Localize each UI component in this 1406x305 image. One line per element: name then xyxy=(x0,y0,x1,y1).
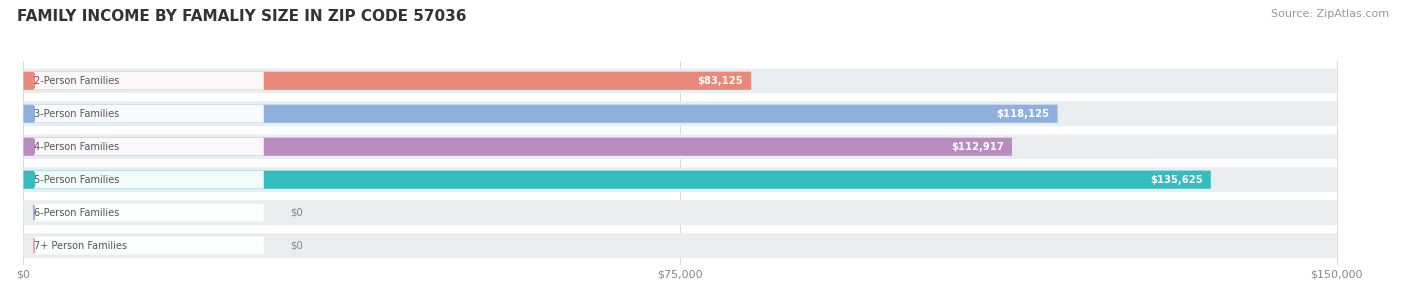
FancyBboxPatch shape xyxy=(24,233,1337,258)
FancyBboxPatch shape xyxy=(24,167,1337,192)
FancyBboxPatch shape xyxy=(24,170,1211,189)
Text: $135,625: $135,625 xyxy=(1150,175,1204,185)
Text: FAMILY INCOME BY FAMALIY SIZE IN ZIP CODE 57036: FAMILY INCOME BY FAMALIY SIZE IN ZIP COD… xyxy=(17,9,467,24)
FancyBboxPatch shape xyxy=(34,72,264,90)
Text: 2-Person Families: 2-Person Families xyxy=(34,76,120,86)
Text: 6-Person Families: 6-Person Families xyxy=(34,208,120,217)
FancyBboxPatch shape xyxy=(34,171,264,188)
Text: 5-Person Families: 5-Person Families xyxy=(34,175,120,185)
FancyBboxPatch shape xyxy=(24,72,751,90)
FancyBboxPatch shape xyxy=(24,200,1337,225)
FancyBboxPatch shape xyxy=(24,68,1337,93)
Text: 3-Person Families: 3-Person Families xyxy=(34,109,120,119)
FancyBboxPatch shape xyxy=(24,138,1012,156)
Text: $118,125: $118,125 xyxy=(997,109,1050,119)
FancyBboxPatch shape xyxy=(34,237,264,254)
Text: $0: $0 xyxy=(290,208,302,217)
FancyBboxPatch shape xyxy=(24,101,1337,126)
Text: 4-Person Families: 4-Person Families xyxy=(34,142,120,152)
FancyBboxPatch shape xyxy=(24,105,1057,123)
Text: $0: $0 xyxy=(290,241,302,251)
FancyBboxPatch shape xyxy=(34,204,264,221)
FancyBboxPatch shape xyxy=(34,138,264,156)
FancyBboxPatch shape xyxy=(34,105,264,123)
FancyBboxPatch shape xyxy=(24,134,1337,159)
Text: $112,917: $112,917 xyxy=(952,142,1004,152)
Text: $83,125: $83,125 xyxy=(697,76,744,86)
Text: 7+ Person Families: 7+ Person Families xyxy=(34,241,127,251)
Text: Source: ZipAtlas.com: Source: ZipAtlas.com xyxy=(1271,9,1389,19)
